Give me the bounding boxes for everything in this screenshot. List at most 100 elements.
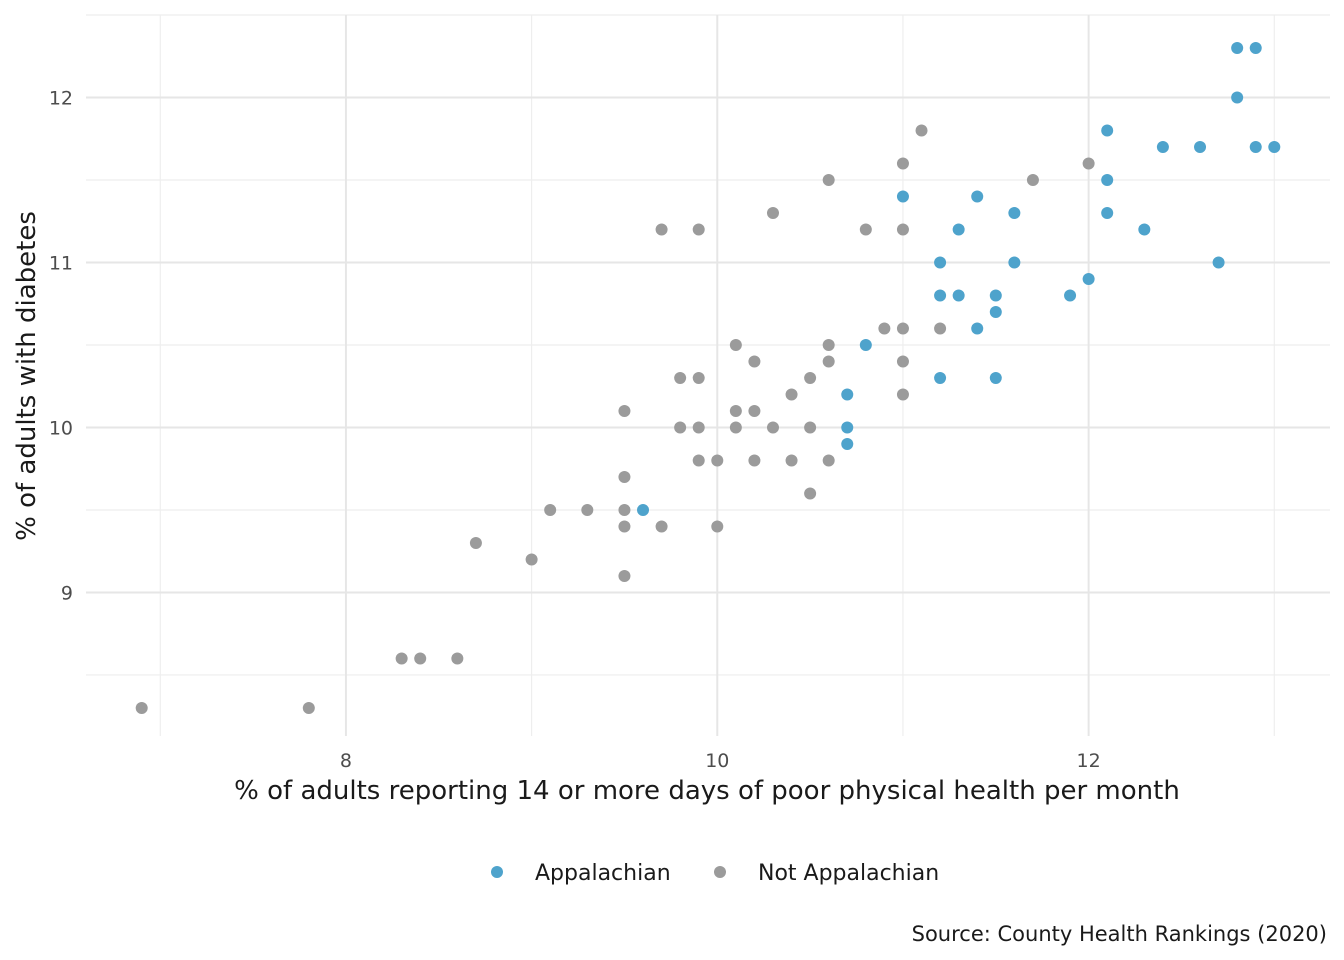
data-point-not-appalachian xyxy=(451,652,464,665)
data-point-appalachian xyxy=(1008,206,1021,219)
data-point-appalachian xyxy=(1101,206,1114,219)
y-tick-label: 9 xyxy=(61,582,73,604)
data-point-appalachian xyxy=(989,371,1002,384)
y-tick-label: 12 xyxy=(49,87,73,109)
data-point-not-appalachian xyxy=(822,355,835,368)
x-tick-label: 10 xyxy=(705,750,729,772)
x-axis-ticks: 8 10 12 xyxy=(340,750,1101,772)
data-point-appalachian xyxy=(1249,41,1262,54)
data-point-appalachian xyxy=(971,322,984,335)
data-point-not-appalachian xyxy=(859,223,872,236)
data-point-not-appalachian xyxy=(804,371,817,384)
data-point-not-appalachian xyxy=(135,701,148,714)
data-point-not-appalachian xyxy=(729,404,742,417)
data-point-appalachian xyxy=(1249,140,1262,153)
x-axis-title: % of adults reporting 14 or more days of… xyxy=(234,776,1180,806)
data-point-appalachian xyxy=(1231,41,1244,54)
data-point-appalachian xyxy=(971,190,984,203)
data-point-not-appalachian xyxy=(896,388,909,401)
data-point-not-appalachian xyxy=(525,553,538,566)
data-point-not-appalachian xyxy=(469,536,482,549)
data-point-not-appalachian xyxy=(692,421,705,434)
data-point-appalachian xyxy=(934,371,947,384)
data-point-not-appalachian xyxy=(1026,173,1039,186)
data-point-not-appalachian xyxy=(692,454,705,467)
data-point-appalachian xyxy=(1138,223,1151,236)
data-point-not-appalachian xyxy=(655,520,668,533)
data-point-not-appalachian xyxy=(822,173,835,186)
data-point-not-appalachian xyxy=(674,421,687,434)
y-axis-ticks: 9 10 11 12 xyxy=(49,87,73,604)
data-point-not-appalachian xyxy=(896,355,909,368)
data-point-not-appalachian xyxy=(618,520,631,533)
data-point-appalachian xyxy=(841,388,854,401)
data-point-not-appalachian xyxy=(804,487,817,500)
data-point-appalachian xyxy=(1082,272,1095,285)
data-point-appalachian xyxy=(934,256,947,269)
data-point-appalachian xyxy=(896,190,909,203)
data-point-not-appalachian xyxy=(729,338,742,351)
legend: Appalachian Not Appalachian xyxy=(491,861,939,886)
legend-marker-not-appalachian xyxy=(714,866,726,878)
data-point-not-appalachian xyxy=(785,388,798,401)
data-point-appalachian xyxy=(1064,289,1077,302)
x-tick-label: 8 xyxy=(340,750,352,772)
data-point-appalachian xyxy=(934,289,947,302)
data-point-appalachian xyxy=(1268,140,1281,153)
data-point-not-appalachian xyxy=(674,371,687,384)
data-point-appalachian xyxy=(859,338,872,351)
data-point-appalachian xyxy=(1101,124,1114,137)
data-point-not-appalachian xyxy=(302,701,315,714)
source-caption: Source: County Health Rankings (2020) xyxy=(912,922,1327,946)
data-point-not-appalachian xyxy=(618,404,631,417)
data-point-not-appalachian xyxy=(896,322,909,335)
data-point-appalachian xyxy=(952,289,965,302)
data-point-not-appalachian xyxy=(915,124,928,137)
data-point-not-appalachian xyxy=(618,503,631,516)
data-point-not-appalachian xyxy=(934,322,947,335)
data-points xyxy=(135,41,1281,714)
data-point-appalachian xyxy=(1101,173,1114,186)
data-point-appalachian xyxy=(1156,140,1169,153)
data-point-appalachian xyxy=(989,305,1002,318)
data-point-not-appalachian xyxy=(395,652,408,665)
data-point-not-appalachian xyxy=(822,454,835,467)
grid-lines xyxy=(86,14,1330,736)
data-point-appalachian xyxy=(1212,256,1225,269)
data-point-not-appalachian xyxy=(822,338,835,351)
data-point-appalachian xyxy=(841,437,854,450)
data-point-not-appalachian xyxy=(766,206,779,219)
data-point-not-appalachian xyxy=(896,223,909,236)
data-point-appalachian xyxy=(637,503,650,516)
x-tick-label: 12 xyxy=(1077,750,1101,772)
legend-label-appalachian: Appalachian xyxy=(535,861,671,886)
data-point-not-appalachian xyxy=(711,520,724,533)
data-point-not-appalachian xyxy=(748,404,761,417)
data-point-not-appalachian xyxy=(896,157,909,170)
data-point-not-appalachian xyxy=(748,355,761,368)
data-point-not-appalachian xyxy=(618,470,631,483)
legend-label-not-appalachian: Not Appalachian xyxy=(758,861,939,886)
data-point-appalachian xyxy=(1194,140,1207,153)
data-point-not-appalachian xyxy=(581,503,594,516)
data-point-appalachian xyxy=(1008,256,1021,269)
data-point-not-appalachian xyxy=(785,454,798,467)
data-point-appalachian xyxy=(952,223,965,236)
data-point-not-appalachian xyxy=(544,503,557,516)
data-point-not-appalachian xyxy=(414,652,427,665)
data-point-not-appalachian xyxy=(711,454,724,467)
y-axis-title: % of adults with diabetes xyxy=(12,211,42,541)
data-point-not-appalachian xyxy=(692,371,705,384)
data-point-not-appalachian xyxy=(692,223,705,236)
data-point-not-appalachian xyxy=(748,454,761,467)
data-point-not-appalachian xyxy=(878,322,891,335)
data-point-appalachian xyxy=(841,421,854,434)
data-point-not-appalachian xyxy=(618,569,631,582)
data-point-not-appalachian xyxy=(655,223,668,236)
data-point-not-appalachian xyxy=(1082,157,1095,170)
legend-marker-appalachian xyxy=(491,866,503,878)
data-point-not-appalachian xyxy=(729,421,742,434)
y-tick-label: 11 xyxy=(49,252,73,274)
data-point-not-appalachian xyxy=(804,421,817,434)
